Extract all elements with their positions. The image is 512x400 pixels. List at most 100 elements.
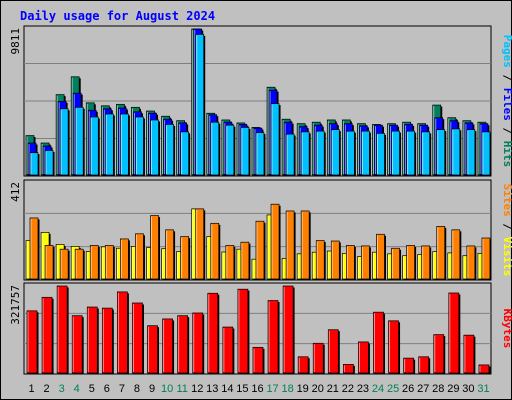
sites-bar (44, 245, 54, 280)
pages-bar (29, 152, 39, 176)
pages-bar (74, 106, 84, 176)
day-label: 3 (59, 383, 65, 395)
y-max-label: 9811 (9, 28, 22, 55)
kbytes-bar (478, 364, 490, 374)
pages-bar (180, 131, 189, 176)
series-legend: Sites / Visits (501, 184, 512, 277)
kbytes-bar (26, 310, 38, 374)
day-label: 16 (251, 383, 263, 395)
chart-title: Daily usage for August 2024 (20, 9, 215, 23)
sites-bar (361, 245, 370, 280)
day-label: 21 (327, 383, 339, 395)
sites-bar (376, 233, 385, 280)
kbytes-bar (327, 329, 339, 374)
legend-segment: Pages (501, 35, 512, 68)
day-label: 31 (477, 383, 489, 395)
pages-bar (135, 116, 144, 176)
kbytes-bar (463, 334, 475, 374)
day-label: 30 (462, 383, 474, 395)
sites-bar (481, 237, 491, 280)
kbytes-bar (312, 342, 324, 374)
day-label: 15 (236, 383, 248, 395)
sites-bar (285, 210, 295, 280)
sites-bar (300, 210, 310, 280)
kbytes-bar (207, 292, 219, 374)
day-label: 22 (342, 383, 354, 395)
legend-segment: Hits (501, 141, 512, 168)
day-label: 6 (104, 383, 110, 395)
sites-bar (451, 229, 461, 280)
day-label: 27 (417, 383, 429, 395)
day-label: 5 (89, 383, 95, 395)
day-label: 24 (372, 383, 384, 395)
sites-bar (391, 247, 400, 280)
kbytes-bar (132, 302, 143, 374)
day-label: 2 (44, 383, 50, 395)
sites-bar (89, 245, 99, 280)
series-legend: Pages / Files / Hits (501, 35, 512, 168)
kbytes-bar (147, 325, 158, 374)
legend-segment: Sites (501, 184, 512, 217)
pages-bar (376, 132, 385, 176)
sites-bar (270, 203, 280, 280)
pages-bar (361, 130, 370, 176)
kbytes-bar (56, 285, 68, 374)
day-label: 12 (191, 383, 203, 395)
pages-bar (406, 130, 415, 176)
sites-bar (315, 240, 325, 280)
pages-bar (481, 131, 491, 176)
pages-bar (225, 124, 235, 176)
day-label: 8 (134, 383, 140, 395)
pages-bar (165, 124, 174, 176)
legend-segment: / (501, 217, 512, 237)
sites-bar (120, 238, 129, 280)
sites-bar (29, 217, 39, 280)
day-label: 9 (149, 383, 155, 395)
day-label: 13 (206, 383, 218, 395)
sites-bar (74, 248, 84, 280)
kbytes-bar (237, 288, 249, 374)
day-label: 20 (312, 383, 324, 395)
sites-bar (135, 233, 144, 280)
pages-bar (285, 133, 295, 176)
kbytes-bar (101, 307, 113, 374)
legend-segment: / (501, 121, 512, 141)
y-max-label: 412 (9, 182, 22, 202)
day-label: 7 (119, 383, 125, 395)
legend-segment: KBytes (501, 309, 512, 349)
day-label: 18 (282, 383, 294, 395)
pages-bar (436, 129, 446, 176)
kbytes-bar (297, 356, 309, 374)
y-max-label: 321757 (9, 285, 22, 325)
pages-bar (451, 128, 461, 176)
kbytes-bar (418, 356, 430, 374)
kbytes-bar (117, 291, 128, 374)
day-label: 25 (387, 383, 399, 395)
day-label: 28 (432, 383, 444, 395)
sites-bar (165, 229, 174, 280)
pages-bar (44, 150, 54, 176)
kbytes-bar (358, 341, 369, 374)
day-label: 11 (176, 383, 187, 395)
kbytes-bar (267, 300, 279, 374)
pages-bar (421, 131, 431, 176)
pages-bar (270, 103, 280, 176)
kbytes-bar (373, 311, 384, 374)
kbytes-bar (252, 346, 264, 374)
kbytes-bar (41, 296, 53, 374)
legend-segment: Files (501, 88, 512, 121)
sites-bar (104, 245, 114, 280)
pages-bar (330, 129, 340, 176)
sites-bar (240, 241, 250, 280)
legend-segment: / (501, 68, 512, 88)
kbytes-bar (282, 285, 294, 374)
pages-bar (391, 130, 400, 176)
pages-bar (150, 119, 159, 176)
pages-bar (466, 129, 476, 176)
sites-bar (406, 245, 415, 280)
kbytes-bar (343, 363, 354, 374)
sites-bar (59, 248, 69, 280)
sites-bar (466, 245, 476, 280)
pages-bar (59, 108, 69, 176)
sites-bar (180, 236, 189, 280)
